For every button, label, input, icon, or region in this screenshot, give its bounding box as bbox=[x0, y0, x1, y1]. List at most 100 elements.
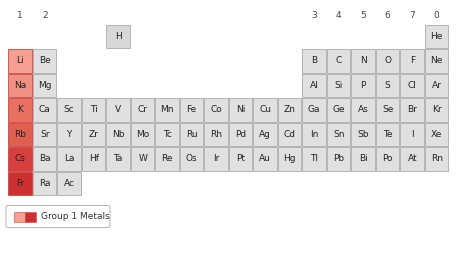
Text: C: C bbox=[336, 56, 342, 65]
FancyBboxPatch shape bbox=[401, 98, 424, 122]
FancyBboxPatch shape bbox=[425, 147, 448, 171]
Text: Li: Li bbox=[17, 56, 24, 65]
Text: Group 1 Metals: Group 1 Metals bbox=[41, 212, 110, 221]
FancyBboxPatch shape bbox=[302, 98, 326, 122]
Text: Y: Y bbox=[66, 130, 72, 139]
Text: Pt: Pt bbox=[236, 154, 245, 163]
FancyBboxPatch shape bbox=[82, 147, 106, 171]
FancyBboxPatch shape bbox=[33, 123, 56, 146]
FancyBboxPatch shape bbox=[9, 98, 32, 122]
FancyBboxPatch shape bbox=[302, 123, 326, 146]
FancyBboxPatch shape bbox=[352, 73, 375, 97]
Text: 4: 4 bbox=[336, 11, 342, 20]
FancyBboxPatch shape bbox=[33, 98, 56, 122]
Text: H: H bbox=[115, 32, 122, 41]
FancyBboxPatch shape bbox=[107, 123, 130, 146]
Text: Pb: Pb bbox=[333, 154, 344, 163]
FancyBboxPatch shape bbox=[352, 98, 375, 122]
Text: 5: 5 bbox=[360, 11, 366, 20]
Text: Ag: Ag bbox=[259, 130, 271, 139]
FancyBboxPatch shape bbox=[82, 98, 106, 122]
FancyBboxPatch shape bbox=[107, 98, 130, 122]
Text: Xe: Xe bbox=[431, 130, 442, 139]
FancyBboxPatch shape bbox=[82, 123, 106, 146]
Text: In: In bbox=[310, 130, 319, 139]
FancyBboxPatch shape bbox=[33, 73, 56, 97]
FancyBboxPatch shape bbox=[229, 123, 253, 146]
Text: Os: Os bbox=[186, 154, 198, 163]
Text: Tl: Tl bbox=[310, 154, 318, 163]
FancyBboxPatch shape bbox=[107, 147, 130, 171]
Text: I: I bbox=[411, 130, 413, 139]
FancyBboxPatch shape bbox=[401, 73, 424, 97]
FancyBboxPatch shape bbox=[327, 123, 350, 146]
Text: Na: Na bbox=[14, 81, 27, 90]
Text: Ta: Ta bbox=[114, 154, 123, 163]
FancyBboxPatch shape bbox=[327, 98, 350, 122]
FancyBboxPatch shape bbox=[155, 98, 179, 122]
Bar bbox=[14, 211, 25, 222]
FancyBboxPatch shape bbox=[302, 147, 326, 171]
Text: Rh: Rh bbox=[210, 130, 222, 139]
Text: Hg: Hg bbox=[283, 154, 296, 163]
FancyBboxPatch shape bbox=[425, 24, 448, 48]
FancyBboxPatch shape bbox=[229, 147, 253, 171]
Text: S: S bbox=[385, 81, 391, 90]
Text: Ti: Ti bbox=[90, 105, 98, 114]
FancyBboxPatch shape bbox=[6, 206, 110, 227]
Text: 0: 0 bbox=[434, 11, 439, 20]
Text: P: P bbox=[361, 81, 366, 90]
Text: Hf: Hf bbox=[89, 154, 99, 163]
FancyBboxPatch shape bbox=[57, 123, 81, 146]
FancyBboxPatch shape bbox=[9, 49, 32, 73]
Text: Pd: Pd bbox=[235, 130, 246, 139]
Text: Ac: Ac bbox=[64, 179, 75, 188]
Text: Cu: Cu bbox=[259, 105, 271, 114]
Text: Sr: Sr bbox=[40, 130, 49, 139]
Text: 1: 1 bbox=[18, 11, 23, 20]
Text: Cr: Cr bbox=[138, 105, 148, 114]
FancyBboxPatch shape bbox=[57, 172, 81, 195]
Text: Sc: Sc bbox=[64, 105, 74, 114]
FancyBboxPatch shape bbox=[376, 98, 400, 122]
FancyBboxPatch shape bbox=[107, 24, 130, 48]
FancyBboxPatch shape bbox=[302, 73, 326, 97]
Text: Ge: Ge bbox=[332, 105, 345, 114]
Text: Mo: Mo bbox=[136, 130, 149, 139]
Text: Sb: Sb bbox=[357, 130, 369, 139]
Text: K: K bbox=[18, 105, 23, 114]
FancyBboxPatch shape bbox=[229, 98, 253, 122]
FancyBboxPatch shape bbox=[352, 123, 375, 146]
Text: Mg: Mg bbox=[38, 81, 52, 90]
Text: Fr: Fr bbox=[16, 179, 24, 188]
Text: Bi: Bi bbox=[359, 154, 368, 163]
FancyBboxPatch shape bbox=[376, 49, 400, 73]
Text: W: W bbox=[138, 154, 147, 163]
Text: Cl: Cl bbox=[408, 81, 417, 90]
Text: Te: Te bbox=[383, 130, 392, 139]
Text: N: N bbox=[360, 56, 366, 65]
Text: Al: Al bbox=[310, 81, 319, 90]
FancyBboxPatch shape bbox=[327, 49, 350, 73]
Text: O: O bbox=[384, 56, 391, 65]
Text: Br: Br bbox=[407, 105, 417, 114]
FancyBboxPatch shape bbox=[376, 73, 400, 97]
Text: F: F bbox=[410, 56, 415, 65]
FancyBboxPatch shape bbox=[278, 123, 301, 146]
Text: He: He bbox=[430, 32, 443, 41]
FancyBboxPatch shape bbox=[9, 147, 32, 171]
FancyBboxPatch shape bbox=[204, 147, 228, 171]
Text: Rn: Rn bbox=[431, 154, 443, 163]
Text: As: As bbox=[358, 105, 369, 114]
FancyBboxPatch shape bbox=[425, 73, 448, 97]
Text: Be: Be bbox=[39, 56, 51, 65]
Text: Nb: Nb bbox=[112, 130, 125, 139]
FancyBboxPatch shape bbox=[204, 123, 228, 146]
FancyBboxPatch shape bbox=[376, 147, 400, 171]
Text: Ne: Ne bbox=[430, 56, 443, 65]
Text: Rb: Rb bbox=[14, 130, 26, 139]
Text: Se: Se bbox=[382, 105, 393, 114]
FancyBboxPatch shape bbox=[254, 98, 277, 122]
FancyBboxPatch shape bbox=[204, 98, 228, 122]
FancyBboxPatch shape bbox=[180, 98, 203, 122]
